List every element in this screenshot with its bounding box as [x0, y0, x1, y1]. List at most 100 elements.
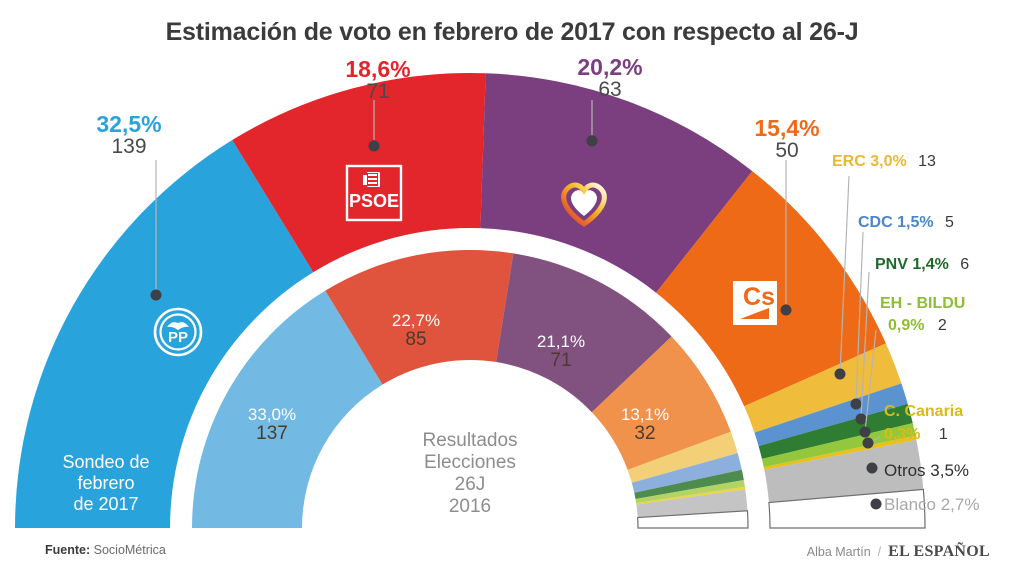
- podemos-heart-icon: [561, 182, 607, 228]
- leader-dot-psoe: [368, 140, 380, 152]
- arc-segment-pnv: [758, 403, 913, 459]
- callout-cs: 15,4% 50: [722, 116, 852, 162]
- callout-podemos-pct: 20,2%: [577, 54, 643, 80]
- center-note-line-1: Resultados: [422, 430, 518, 451]
- arc-segment-erc: [627, 431, 738, 483]
- arc-segment-cdc: [754, 383, 908, 447]
- callout-cs-pct: 15,4%: [754, 115, 820, 141]
- callout-pp-pct: 32,5%: [96, 111, 162, 137]
- inner-callout-pp-seats: 137: [256, 423, 288, 445]
- callout-bildu-label: EH - BILDU: [880, 295, 966, 312]
- callout-erc-label: ERC 3,0%: [832, 153, 907, 170]
- cs-logo-icon: Cs: [733, 281, 777, 325]
- footer-credit: Alba Martín / EL ESPAÑOL: [807, 543, 990, 561]
- inner-callout-pp: 33,0% 137: [222, 405, 322, 445]
- center-note-line-4: 2016: [448, 496, 492, 518]
- leader-dot-erc: [834, 368, 846, 380]
- arc-segment-c-canaria: [636, 486, 746, 505]
- callout-cs-seats: 50: [775, 139, 799, 163]
- leader-dot-pnv: [855, 413, 867, 425]
- callout-canaria-name: C. Canaria: [884, 403, 964, 421]
- callout-pnv-label: PNV 1,4%: [875, 256, 949, 273]
- inner-callout-psoe: 22,7% 85: [366, 311, 466, 351]
- callout-otros: Otros 3,5%: [884, 462, 969, 481]
- callout-pnv-seats: 6: [960, 256, 970, 273]
- callout-bildu-seats: 2: [937, 317, 947, 334]
- inner-callout-podemos: 21,1% 71: [511, 332, 611, 372]
- callout-erc-seats: 13: [918, 153, 936, 170]
- leader-dot-blanco: [870, 498, 882, 510]
- psoe-logo-icon: PSOE: [345, 164, 403, 222]
- arc-segment-pnv: [634, 469, 744, 499]
- arc-segment-unidos-podemos: [480, 73, 753, 293]
- leader-dot-otros: [866, 462, 878, 474]
- callout-pnv: PNV 1,4% 6: [875, 256, 970, 274]
- callout-pp: 32,5% 139: [64, 112, 194, 158]
- inner-callout-psoe-seats: 85: [405, 329, 427, 351]
- sondeo-tag-line-2: febrero: [77, 472, 135, 493]
- leader-dot-cdc: [850, 398, 862, 410]
- leader-line-bildu: [864, 329, 877, 433]
- callout-canaria-label: C. Canaria: [884, 403, 964, 420]
- callout-psoe-seats: 71: [366, 80, 390, 104]
- arc-segment-erc: [744, 343, 902, 433]
- callout-psoe-pct: 18,6%: [345, 56, 411, 82]
- footer-separator: /: [877, 545, 882, 559]
- sondeo-tag-line-1: Sondeo de: [62, 452, 150, 472]
- footer-source-label: Fuente:: [45, 543, 91, 557]
- inner-callout-cs: 13,1% 32: [595, 405, 695, 445]
- callout-podemos-seats: 63: [598, 78, 622, 102]
- footer-source: Fuente: SocioMétrica: [45, 543, 166, 557]
- pp-logo-icon: PP: [153, 307, 203, 357]
- leader-dot-canaria: [862, 437, 874, 449]
- arc-segment-otros: [764, 439, 924, 503]
- arc-segment-pp: [15, 140, 314, 529]
- arc-segment-c-canaria: [763, 435, 917, 470]
- arc-segment-pp: [192, 290, 383, 528]
- arc-segment-blanco: [768, 488, 926, 529]
- callout-bildu-pct: 0,9%: [888, 317, 925, 334]
- arc-segment-psoe: [325, 249, 514, 385]
- callout-cdc-seats: 5: [945, 214, 954, 231]
- leader-dot-bildu: [859, 426, 871, 438]
- arc-segment-cdc: [631, 453, 742, 493]
- leader-dot-cs: [780, 304, 792, 316]
- leader-dot-pp: [150, 289, 162, 301]
- callout-otros-label: Otros 3,5%: [884, 461, 970, 480]
- arc-segment-eh-bildu: [635, 479, 745, 504]
- inner-ring-resultados-2016: [192, 249, 749, 529]
- callout-blanco-label: Blanco 2,7%: [884, 495, 980, 514]
- inner-callout-cs-seats: 32: [634, 423, 656, 445]
- sondeo-tag: Sondeo de febrero de 2017: [32, 452, 180, 515]
- inner-callout-cs-pct: 13,1%: [620, 405, 670, 424]
- footer-author: Alba Martín: [806, 545, 871, 559]
- callout-cdc: CDC 1,5% 5: [858, 214, 954, 232]
- inner-callout-podemos-pct: 21,1%: [536, 332, 586, 351]
- center-note: Resultados Elecciones 26J 2016: [362, 430, 578, 518]
- arc-segment-blanco: [637, 510, 749, 529]
- page-title: Estimación de voto en febrero de 2017 co…: [165, 18, 859, 46]
- leader-lines: [150, 100, 882, 510]
- center-note-line-2: Elecciones: [424, 452, 516, 474]
- callout-canaria-value: 0,3% 1: [884, 426, 948, 444]
- inner-callout-pp-pct: 33,0%: [247, 405, 297, 424]
- callout-psoe: 18,6% 71: [313, 57, 443, 103]
- callout-canaria-pct: 0,3%: [884, 426, 921, 443]
- callout-pp-seats: 139: [111, 135, 147, 159]
- arc-segment-unidos-podemos: [496, 253, 672, 413]
- inner-callout-podemos-seats: 71: [550, 350, 572, 372]
- callout-podemos: 20,2% 63: [545, 55, 675, 101]
- leader-dot-podemos: [586, 135, 598, 147]
- leader-line-cdc: [855, 231, 864, 405]
- callout-cdc-label: CDC 1,5%: [858, 214, 934, 231]
- callout-bildu-value: 0,9% 2: [888, 317, 947, 335]
- callout-erc: ERC 3,0% 13: [832, 153, 936, 171]
- callout-canaria-seats: 1: [938, 426, 948, 443]
- svg-text:Cs: Cs: [743, 283, 775, 311]
- callout-blanco: Blanco 2,7%: [884, 496, 979, 515]
- footer-source-name: SocioMétrica: [93, 543, 166, 557]
- svg-text:PSOE: PSOE: [349, 191, 399, 211]
